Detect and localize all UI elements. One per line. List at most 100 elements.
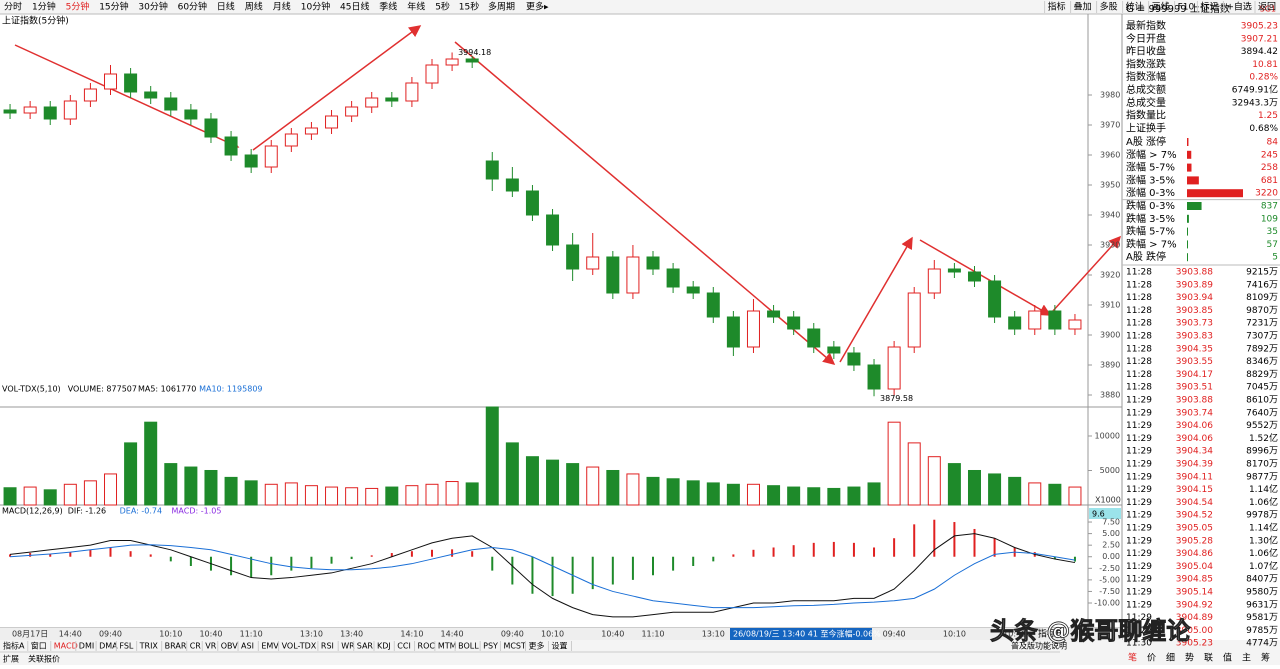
period-tab[interactable]: 15分钟 — [99, 1, 128, 13]
toolbar-button[interactable]: 指标 — [1048, 1, 1066, 13]
indicator-tab[interactable]: CR — [190, 642, 202, 651]
toolbar-button[interactable]: +自选 — [1226, 1, 1252, 13]
period-tab[interactable]: 周线 — [245, 1, 263, 13]
panel-button[interactable]: 价 — [1147, 653, 1156, 664]
indicator-tab[interactable]: BRAR — [165, 642, 187, 651]
period-tab[interactable]: 1分钟 — [32, 1, 56, 13]
tick-volume: 9870万 — [1246, 306, 1278, 316]
panel-button[interactable]: 筹 — [1261, 652, 1270, 664]
indicator-tab[interactable]: FSL — [119, 642, 134, 651]
tick-time: 11:29 — [1126, 421, 1152, 431]
panel-button[interactable]: 细 — [1166, 652, 1175, 664]
toolbar-button[interactable]: 返回 — [1258, 1, 1276, 13]
indicator-tab[interactable]: 窗口 — [31, 641, 47, 651]
indicator-tab[interactable]: KDJ — [377, 642, 391, 651]
extension-tab[interactable]: 关联报价 — [28, 654, 60, 664]
tick-time: 11:29 — [1126, 575, 1152, 585]
tick-time: 11:28 — [1126, 332, 1152, 342]
indicator-tab[interactable]: CCI — [397, 642, 411, 651]
period-tab[interactable]: 30分钟 — [138, 1, 167, 13]
indicator-tab[interactable]: EMV — [261, 642, 279, 651]
toolbar-button[interactable]: 叠加 — [1074, 2, 1092, 13]
quote-value: 3905.23 — [1241, 22, 1278, 32]
period-tab[interactable]: 5秒 — [435, 1, 450, 13]
breadth-count: 837 — [1261, 202, 1278, 212]
toolbar-button[interactable]: 标记 — [1200, 1, 1218, 13]
y-tick-label: 3900 — [1100, 331, 1120, 340]
tick-time: 11:29 — [1126, 447, 1152, 457]
toolbar-button[interactable]: 统计 — [1126, 1, 1144, 13]
period-tab[interactable]: 月线 — [273, 1, 291, 13]
candle-body — [425, 64, 439, 84]
tab[interactable]: 指标B — [1038, 628, 1062, 640]
panel-button[interactable]: 势 — [1185, 652, 1194, 664]
candle-body — [83, 88, 97, 102]
candle-body — [787, 316, 801, 330]
indicator-tab[interactable]: SAR — [357, 642, 374, 651]
period-tab[interactable]: 分时 — [4, 1, 22, 13]
indicator-tab[interactable]: ASI — [241, 642, 254, 651]
indicator-tab[interactable]: MCST — [503, 642, 526, 651]
tick-price: 3903.85 — [1176, 306, 1213, 316]
panel-button[interactable]: 主 — [1242, 652, 1251, 664]
period-tab[interactable]: 5分钟 — [66, 1, 90, 13]
panel-button[interactable]: 值 — [1223, 652, 1232, 664]
tick-volume: 8346万 — [1246, 357, 1278, 367]
y-tick-label: 3920 — [1100, 271, 1120, 280]
indicator-tab[interactable]: VOL-TDX — [282, 642, 317, 651]
tick-time: 11:29 — [1126, 588, 1152, 598]
y-tick-label: 5.00 — [1102, 529, 1120, 538]
macd-header: DIF: -1.26 — [68, 507, 106, 516]
indicator-tab[interactable]: OBV — [221, 642, 239, 651]
candle-body — [847, 352, 861, 366]
volume-bar — [746, 483, 760, 506]
period-tab[interactable]: 60分钟 — [178, 1, 207, 13]
volume-bar — [124, 442, 138, 506]
indicator-tab[interactable]: DMA — [99, 642, 118, 651]
indicator-tab[interactable]: TRIX — [139, 642, 159, 651]
indicator-tab[interactable]: MACD — [54, 642, 78, 651]
volume-bar — [1028, 482, 1042, 506]
indicator-tab[interactable]: PSY — [483, 642, 498, 651]
chart-title: 上证指数(5分钟) — [2, 15, 69, 27]
candle-body — [3, 109, 17, 114]
indicator-tab[interactable]: BOLL — [458, 642, 479, 651]
watermark: 头条 @猴哥聊缠论 — [990, 617, 1191, 645]
value-marker: 9.6 — [1092, 510, 1105, 519]
period-tab[interactable]: 日线 — [217, 1, 235, 13]
indicator-tab[interactable]: ROC — [418, 642, 436, 651]
indicator-tab[interactable]: 更多 — [528, 641, 544, 651]
indicator-tab[interactable]: DMI — [79, 642, 94, 651]
breadth-count: 84 — [1267, 138, 1279, 148]
period-tab[interactable]: 季线 — [379, 1, 397, 13]
tick-price: 3903.94 — [1176, 293, 1213, 303]
tick-volume: 1.52亿 — [1249, 432, 1278, 444]
period-tab[interactable]: 10分钟 — [301, 1, 330, 13]
toolbar-button[interactable]: 多股 — [1100, 1, 1118, 13]
period-tab[interactable]: 45日线 — [340, 1, 369, 13]
indicator-tab[interactable]: WR — [341, 642, 355, 651]
tick-volume: 7045万 — [1246, 383, 1278, 393]
x-tick-label: 14:10 — [400, 630, 423, 639]
period-tab[interactable]: 年线 — [407, 1, 425, 13]
quote-label: 最新指数 — [1126, 19, 1166, 32]
indicator-tab[interactable]: 指标A — [3, 641, 25, 651]
panel-button[interactable]: 笔 — [1128, 652, 1137, 664]
indicator-tab[interactable]: VR — [205, 642, 216, 651]
extension-tab[interactable]: 扩展 — [3, 654, 19, 664]
help-link[interactable]: 普及版功能说明 — [1011, 641, 1067, 651]
y-tick-label: 2.50 — [1102, 541, 1120, 550]
indicator-tab[interactable]: MTM — [438, 642, 457, 651]
tick-volume: 7307万 — [1246, 332, 1278, 342]
indicator-tab[interactable]: 设置 — [551, 641, 567, 651]
toolbar-button[interactable]: F10 — [1178, 3, 1195, 13]
period-tab[interactable]: 15秒 — [459, 1, 479, 13]
period-tab[interactable]: 多周期 — [488, 1, 515, 13]
x-tick-label: 13:40 — [340, 630, 363, 639]
toolbar-button[interactable]: 画线 — [1152, 1, 1170, 13]
indicator-tab[interactable]: RSI — [321, 642, 334, 651]
period-tab[interactable]: 更多▸ — [526, 1, 549, 13]
candle-body — [967, 271, 981, 282]
panel-button[interactable]: 联 — [1204, 653, 1213, 664]
breadth-label: A股 跌停 — [1126, 250, 1166, 263]
